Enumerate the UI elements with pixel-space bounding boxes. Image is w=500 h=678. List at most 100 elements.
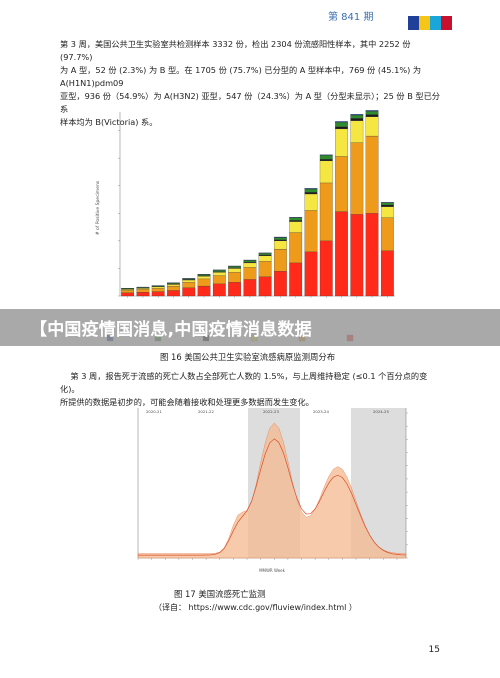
paragraph-1: 第 3 周，美国公共卫生实验室共检测样本 3332 份，检出 2304 份流感阳… [60, 38, 445, 129]
bar-segment [243, 267, 257, 280]
bar-segment [228, 272, 241, 283]
bar-segment [365, 114, 379, 117]
bar-segment [228, 266, 241, 268]
bar-segment [319, 159, 333, 162]
bar-segment [182, 282, 196, 288]
bar-segment [289, 262, 303, 297]
bar-segment [350, 142, 364, 215]
para1-line: 亚型，936 份（54.9%）为 A(H3N2) 亚型，547 份（24.3%）… [60, 91, 440, 114]
bar-segment [212, 270, 226, 272]
bar-segment [182, 279, 196, 283]
bar-segment [319, 240, 333, 297]
bar-segment [151, 291, 165, 297]
bar-segment [136, 288, 150, 290]
para1-line: 第 3 周，美国公共卫生实验室共检测样本 3332 份，检出 2304 份流感阳… [60, 39, 414, 62]
season-labels: 2020-21 2021-22 2022-23 2023-24 2024-25 [146, 409, 389, 414]
header-color-blocks [408, 16, 452, 30]
bar-segment [274, 248, 287, 272]
bar-segment [380, 202, 394, 203]
bar-segment [136, 292, 150, 297]
bar-segment [319, 154, 333, 156]
x-ticks [137, 558, 398, 560]
season-label: 2020-21 [146, 409, 162, 414]
season-label: 2022-23 [263, 409, 279, 414]
bar-segment [243, 279, 257, 297]
bar-segment [274, 236, 287, 238]
bar-segment [335, 128, 348, 157]
bar-segment [380, 217, 394, 251]
bar-segment [304, 251, 318, 297]
bar-segment [274, 271, 287, 297]
bar-segment [136, 289, 150, 293]
banner-title: 【中国疫情国消息,中国疫情消息数据 [30, 320, 312, 340]
stacked-bar-chart: # of Positive Specimens [95, 110, 395, 342]
bar-segment [258, 261, 272, 277]
bar-segment [228, 282, 241, 297]
bar-segment [167, 290, 180, 297]
x-ticks [127, 296, 388, 298]
y-ticks [118, 130, 120, 297]
para1-line: 为 A 型，52 份 (2.3%) 为 B 型。在 1705 份 (75.7%)… [60, 65, 424, 88]
bar-segment [243, 260, 257, 263]
bar-segment [350, 120, 364, 143]
right-ticks [406, 412, 408, 559]
bar-segment [335, 126, 348, 130]
bar-segment [182, 287, 196, 297]
bar-segment [274, 239, 287, 241]
bar-segment [197, 276, 211, 280]
bar-segment [212, 272, 226, 276]
bar-segment [304, 192, 318, 195]
mortality-area-chart: 2020-21 2021-22 2022-23 2023-24 2024-25 … [137, 408, 408, 573]
bar-segment [151, 288, 165, 292]
bar-segment [289, 232, 303, 264]
bar-segment [319, 155, 333, 160]
yellow-block [419, 16, 430, 30]
bar-segment [167, 285, 180, 291]
issue-number: 第 841 期 [328, 12, 374, 23]
bar-segment [197, 278, 211, 287]
x-axis-label: MMWR Week [259, 568, 286, 573]
bar-segment [228, 268, 241, 273]
bar-segment [258, 253, 272, 256]
cyan-block [430, 16, 441, 30]
bar-segment [121, 292, 135, 297]
bar-segment [151, 286, 165, 289]
bar-segment [212, 283, 226, 297]
bar-segment [350, 114, 364, 119]
bar-segment [167, 284, 180, 287]
figure16-caption: 图 16 美国公共卫生实验室流感病原监测周分布 [160, 352, 336, 362]
bar-segment [335, 122, 348, 127]
bar-segment [365, 116, 379, 137]
bar-segment [289, 217, 303, 218]
y-axis-label: # of Positive Specimens [95, 180, 101, 235]
figure17-source: （译自： https://www.cdc.gov/fluview/index.h… [154, 603, 357, 612]
bar-segment [121, 290, 135, 293]
bars [121, 110, 394, 297]
bar-segment [335, 211, 348, 297]
para1-line: 样本均为 B(Victoria) 系。 [60, 117, 158, 127]
bar-segment [289, 221, 303, 233]
bar-segment [304, 193, 318, 211]
bar-segment [335, 121, 348, 123]
figure17-caption: 图 17 美国流感死亡监测 [174, 589, 266, 599]
para2-line: 第 3 周，报告死于流感的死亡人数占全部死亡人数的 1.5%，与上周维持稳定 (… [60, 371, 428, 394]
red-block [441, 16, 452, 30]
bar-segment [243, 262, 257, 268]
bar-segment [365, 213, 379, 297]
bar-segment [380, 202, 394, 206]
bar-segment [380, 204, 394, 207]
bar-segment [258, 276, 272, 297]
bar-segment [121, 289, 135, 291]
bar-segment [304, 188, 318, 193]
bar-segment [304, 188, 318, 190]
bar-segment [335, 156, 348, 212]
season-label: 2023-24 [313, 409, 329, 414]
overlay-banner: 【中国疫情国消息,中国疫情消息数据 [0, 309, 500, 346]
bar-segment [274, 237, 287, 240]
season-label: 2024-25 [373, 409, 389, 414]
bar-segment [197, 274, 211, 276]
pct-line [138, 438, 407, 556]
bar-segment [319, 182, 333, 241]
bar-segment [380, 206, 394, 218]
